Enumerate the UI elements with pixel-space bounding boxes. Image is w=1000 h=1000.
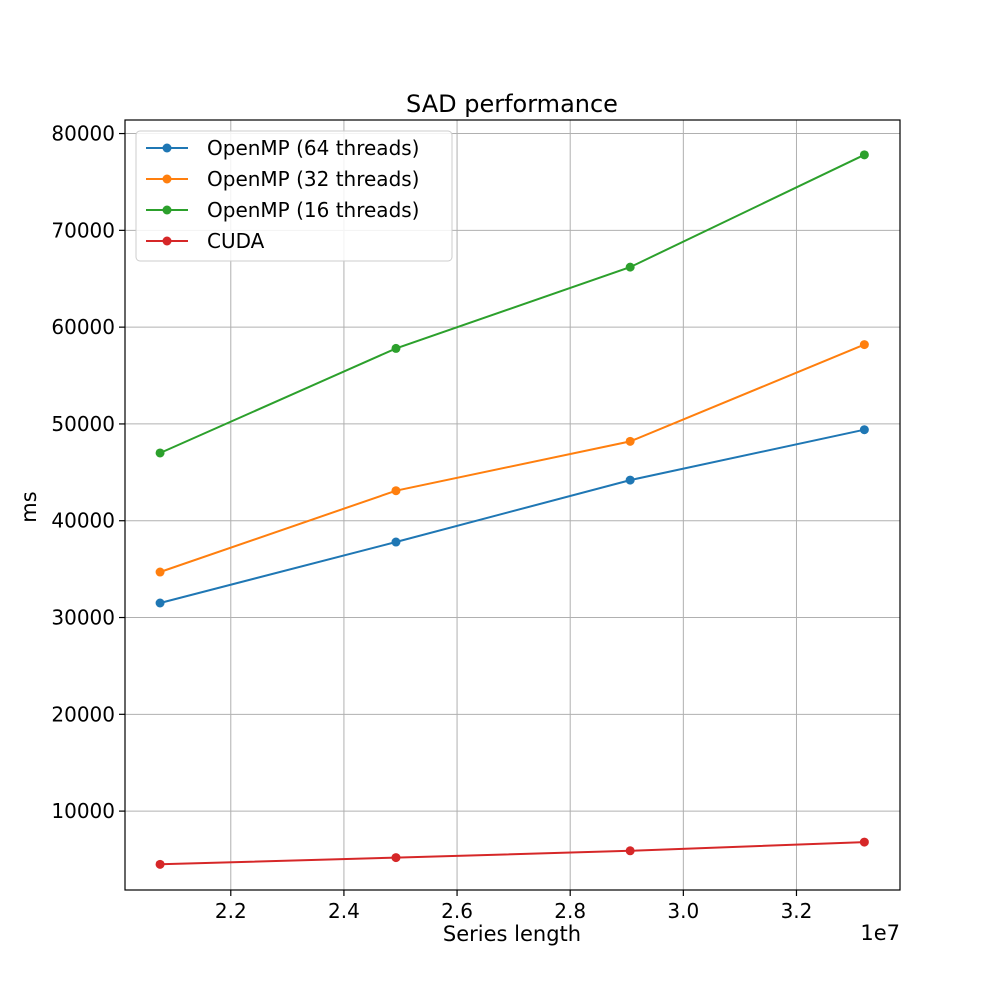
data-point: [859, 150, 869, 160]
data-point: [859, 425, 869, 435]
data-point: [625, 262, 635, 272]
data-point: [155, 567, 165, 577]
chart-title: SAD performance: [406, 90, 618, 118]
y-tick-label: 40000: [51, 509, 115, 533]
series-group: [155, 150, 869, 458]
data-point: [155, 859, 165, 869]
series-line: [159, 153, 865, 454]
x-tick-label: 3.2: [781, 899, 813, 923]
y-axis-ticks: 10000 20000 30000 40000 50000 60000 70000 80000: [51, 122, 125, 823]
x-tick-label: 2.4: [328, 899, 360, 923]
legend-label: CUDA: [207, 229, 265, 253]
x-tick-label: 2.2: [215, 899, 247, 923]
legend-item: OpenMP (16 threads): [146, 198, 419, 222]
legend-marker: [162, 236, 172, 246]
data-point: [859, 340, 869, 350]
legend-label: OpenMP (16 threads): [207, 198, 419, 222]
series-group: [155, 340, 869, 577]
legend-marker: [162, 143, 172, 153]
y-tick-label: 20000: [51, 702, 115, 726]
data-point: [391, 537, 401, 547]
legend-label: OpenMP (32 threads): [207, 167, 419, 191]
data-point: [391, 853, 401, 863]
y-tick-label: 30000: [51, 606, 115, 630]
series-lines: [155, 150, 869, 869]
data-point: [859, 837, 869, 847]
x-axis-offset-label: 1e7: [860, 921, 900, 945]
x-tick-label: 2.6: [441, 899, 473, 923]
x-tick-label: 3.0: [667, 899, 699, 923]
legend-box: [135, 130, 453, 262]
series-group: [155, 425, 869, 608]
legend-marker: [162, 205, 172, 215]
data-point: [155, 598, 165, 608]
data-point: [625, 436, 635, 446]
plot-frame: [124, 119, 901, 891]
y-tick-label: 50000: [51, 412, 115, 436]
data-point: [625, 475, 635, 485]
series-group: [155, 837, 869, 869]
y-tick-label: 60000: [51, 315, 115, 339]
x-axis-ticks: 2.2 2.4 2.6 2.8 3.0 3.2: [215, 890, 813, 923]
legend-item: OpenMP (32 threads): [146, 167, 419, 191]
data-point: [391, 486, 401, 496]
legend-item: OpenMP (64 threads): [146, 136, 419, 160]
grid: [125, 120, 900, 890]
legend: OpenMP (64 threads) OpenMP (32 threads) Op…: [135, 130, 453, 262]
series-line: [159, 343, 865, 573]
legend-label: OpenMP (64 threads): [207, 136, 419, 160]
legend-item: CUDA: [146, 229, 265, 253]
series-line: [159, 428, 865, 604]
y-tick-label: 10000: [51, 799, 115, 823]
y-axis-label: ms: [17, 491, 41, 522]
legend-marker: [162, 174, 172, 184]
data-point: [155, 448, 165, 458]
series-line: [160, 841, 865, 866]
y-tick-label: 80000: [51, 122, 115, 146]
data-point: [391, 343, 401, 353]
x-axis-label: Series length: [443, 922, 581, 946]
x-tick-label: 2.8: [554, 899, 586, 923]
y-tick-label: 70000: [51, 218, 115, 242]
data-point: [625, 846, 635, 856]
